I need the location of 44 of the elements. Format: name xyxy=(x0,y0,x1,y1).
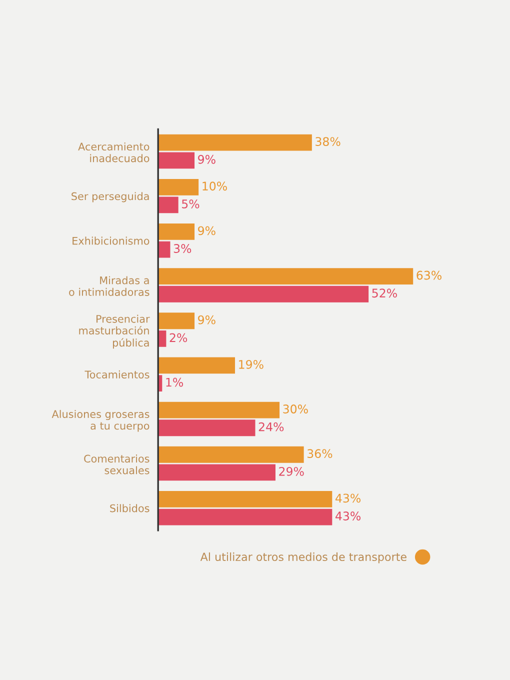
bar xyxy=(158,196,178,214)
bar xyxy=(158,464,276,481)
y-tick-label: Ser perseguida xyxy=(72,192,149,202)
y-tick-label: Silbidos xyxy=(110,504,150,512)
data-label: 43% xyxy=(336,494,361,503)
data-label: 38% xyxy=(316,137,340,146)
data-label: 24% xyxy=(258,422,284,432)
bar xyxy=(158,241,170,258)
data-label: 10% xyxy=(202,182,227,191)
bar xyxy=(158,286,369,302)
bar xyxy=(158,178,199,196)
y-tick-label: Tocamientos xyxy=(84,370,150,378)
data-label: 63% xyxy=(416,270,442,280)
data-label: 19% xyxy=(239,360,264,369)
bar xyxy=(158,224,195,240)
y-tick-label: Miradas a o intimidadoras xyxy=(69,276,150,296)
data-label: 1% xyxy=(166,378,183,387)
y-tick-label: Exhibicionismo xyxy=(72,236,150,245)
bar xyxy=(158,268,414,285)
bar xyxy=(158,312,195,330)
bar xyxy=(158,152,195,169)
data-label: 29% xyxy=(279,466,304,476)
y-tick-label: Comentarios sexuales xyxy=(84,454,150,474)
data-label: 2% xyxy=(170,333,188,342)
legend-label: Al utilizar otros medios de transporte xyxy=(200,552,406,564)
data-label: 36% xyxy=(307,449,332,458)
bar xyxy=(158,134,312,151)
data-label: 3% xyxy=(174,244,192,253)
y-tick-label: Alusiones groseras a tu cuerpo xyxy=(52,410,150,432)
data-label: 9% xyxy=(198,154,216,164)
y-tick-label: Presenciar masturbación pública xyxy=(79,314,150,349)
bar xyxy=(158,357,236,374)
data-label: 5% xyxy=(182,199,200,208)
bar xyxy=(158,490,332,508)
bar xyxy=(158,402,280,418)
data-label: 43% xyxy=(336,512,361,520)
data-label: 30% xyxy=(283,404,308,414)
data-label: 9% xyxy=(198,226,216,236)
y-tick-label: Acercamiento inadecuado xyxy=(78,142,150,162)
bar xyxy=(158,508,332,526)
bar xyxy=(158,420,256,436)
data-label: 52% xyxy=(372,288,397,298)
bar xyxy=(158,446,304,463)
data-label: 9% xyxy=(198,315,216,324)
